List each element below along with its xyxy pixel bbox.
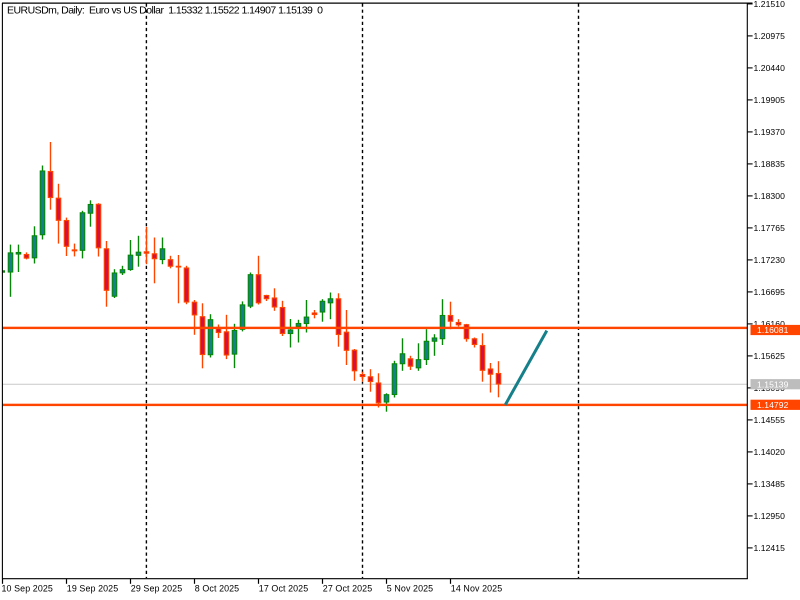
svg-text:8 Oct 2025: 8 Oct 2025 [195, 583, 239, 593]
svg-text:1.20975: 1.20975 [754, 31, 786, 41]
svg-text:1.15625: 1.15625 [754, 351, 786, 361]
svg-text:29 Sep 2025: 29 Sep 2025 [131, 583, 182, 593]
svg-text:1.16081: 1.16081 [757, 325, 789, 335]
svg-text:1.19370: 1.19370 [754, 127, 786, 137]
svg-text:1.17230: 1.17230 [754, 255, 786, 265]
svg-text:1.20440: 1.20440 [754, 63, 786, 73]
svg-text:5 Nov 2025: 5 Nov 2025 [387, 583, 433, 593]
svg-text:EURUSDm, Daily: Euro vs US Do: EURUSDm, Daily: Euro vs US Dollar 1.1533… [7, 5, 323, 17]
svg-text:17 Oct 2025: 17 Oct 2025 [259, 583, 308, 593]
svg-text:1.18300: 1.18300 [754, 191, 786, 201]
svg-text:1.21510: 1.21510 [754, 0, 786, 9]
svg-text:10 Sep 2025: 10 Sep 2025 [2, 583, 53, 593]
svg-text:1.12415: 1.12415 [754, 543, 786, 553]
svg-text:1.17765: 1.17765 [754, 223, 786, 233]
svg-text:1.19905: 1.19905 [754, 95, 786, 105]
svg-text:1.13485: 1.13485 [754, 479, 786, 489]
svg-text:1.16695: 1.16695 [754, 287, 786, 297]
svg-text:14 Nov 2025: 14 Nov 2025 [451, 583, 502, 593]
svg-text:19 Sep 2025: 19 Sep 2025 [67, 583, 118, 593]
svg-text:1.15139: 1.15139 [757, 379, 789, 389]
svg-text:1.14020: 1.14020 [754, 447, 786, 457]
svg-text:1.16160: 1.16160 [754, 319, 786, 329]
svg-text:1.14792: 1.14792 [757, 400, 789, 410]
svg-text:1.12950: 1.12950 [754, 511, 786, 521]
svg-text:27 Oct 2025: 27 Oct 2025 [323, 583, 372, 593]
svg-text:1.18835: 1.18835 [754, 159, 786, 169]
svg-text:1.14555: 1.14555 [754, 415, 786, 425]
